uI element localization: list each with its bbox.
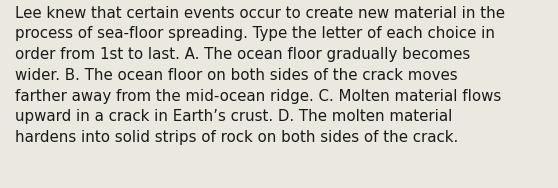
Text: Lee knew that certain events occur to create new material in the
process of sea-: Lee knew that certain events occur to cr… xyxy=(15,6,505,145)
